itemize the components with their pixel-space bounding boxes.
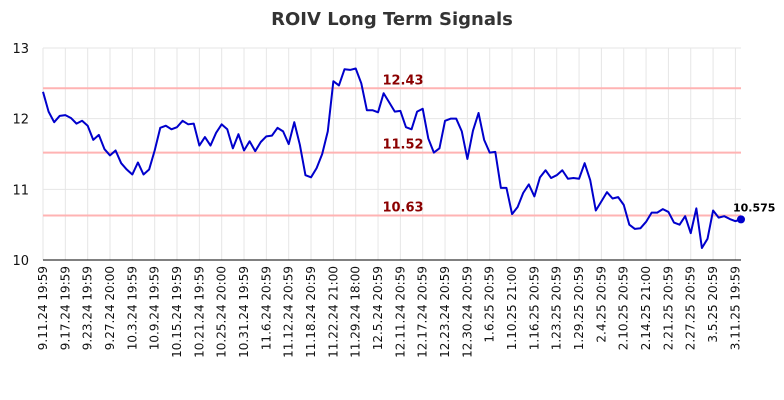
x-tick-label: 2.21.25 20:59 — [661, 266, 675, 350]
x-tick-label: 11.29.24 18:00 — [349, 266, 363, 358]
x-tick-label: 9.27.24 20:00 — [103, 266, 117, 350]
x-tick-label: 9.23.24 19:59 — [81, 266, 95, 350]
x-tick-label: 10.3.24 19:59 — [125, 266, 139, 350]
signal-label: 10.63 — [382, 200, 423, 215]
x-tick-label: 11.12.24 20:59 — [282, 266, 296, 358]
y-tick-label: 10 — [12, 254, 29, 269]
x-tick-label: 1.10.25 21:00 — [505, 266, 519, 350]
x-tick-label: 12.5.24 20:59 — [371, 266, 385, 350]
price-series-line — [42, 67, 742, 249]
x-tick-label: 2.10.25 20:59 — [617, 266, 631, 350]
x-tick-label: 12.30.24 20:59 — [460, 266, 474, 358]
x-tick-label: 10.25.24 20:00 — [215, 266, 229, 358]
x-tick-label: 10.31.24 19:59 — [237, 266, 251, 358]
x-tick-label: 12.23.24 20:59 — [438, 266, 452, 358]
x-tick-label: 11.6.24 20:59 — [259, 266, 273, 350]
signal-label: 11.52 — [382, 138, 423, 153]
x-tick-label: 3.5.25 20:59 — [706, 266, 720, 343]
x-tick-label: 2.4.25 20:59 — [594, 266, 608, 343]
last-value-label: 10.575 — [733, 201, 775, 214]
x-tick-label: 2.14.25 21:00 — [639, 266, 653, 350]
x-tick-label: 12.17.24 20:59 — [416, 266, 430, 358]
x-axis-ticks: 9.11.24 19:59 9.17.24 19:59 9.23.24 19:59 9… — [36, 266, 742, 358]
x-tick-label: 1.29.25 20:59 — [572, 266, 586, 350]
y-tick-label: 13 — [12, 42, 29, 57]
y-tick-label: 12 — [12, 113, 29, 128]
chart-title: ROIV Long Term Signals — [271, 9, 513, 30]
signal-label: 12.43 — [382, 73, 423, 88]
signal-lines: 12.43 11.52 10.63 — [43, 73, 741, 217]
x-tick-label: 10.9.24 19:59 — [148, 266, 162, 350]
x-tick-label: 3.11.25 19:59 — [728, 266, 742, 350]
x-tick-label: 12.11.24 20:59 — [393, 266, 407, 358]
last-value-point — [737, 215, 745, 224]
x-tick-label: 9.17.24 19:59 — [58, 266, 72, 350]
x-tick-label: 1.16.25 20:59 — [527, 266, 541, 350]
x-tick-label: 1.6.25 20:59 — [483, 266, 497, 343]
grid — [42, 47, 741, 261]
y-tick-label: 11 — [12, 183, 29, 198]
x-tick-label: 1.23.25 20:59 — [550, 266, 564, 350]
y-axis-ticks: 10 11 12 13 — [12, 42, 29, 269]
x-tick-label: 10.21.24 19:59 — [192, 266, 206, 358]
x-tick-label: 11.22.24 21:00 — [326, 266, 340, 358]
x-tick-label: 10.15.24 19:59 — [170, 266, 184, 358]
x-tick-label: 2.27.25 20:59 — [684, 266, 698, 350]
x-tick-label: 9.11.24 19:59 — [36, 266, 50, 350]
x-tick-label: 11.18.24 20:59 — [304, 266, 318, 358]
